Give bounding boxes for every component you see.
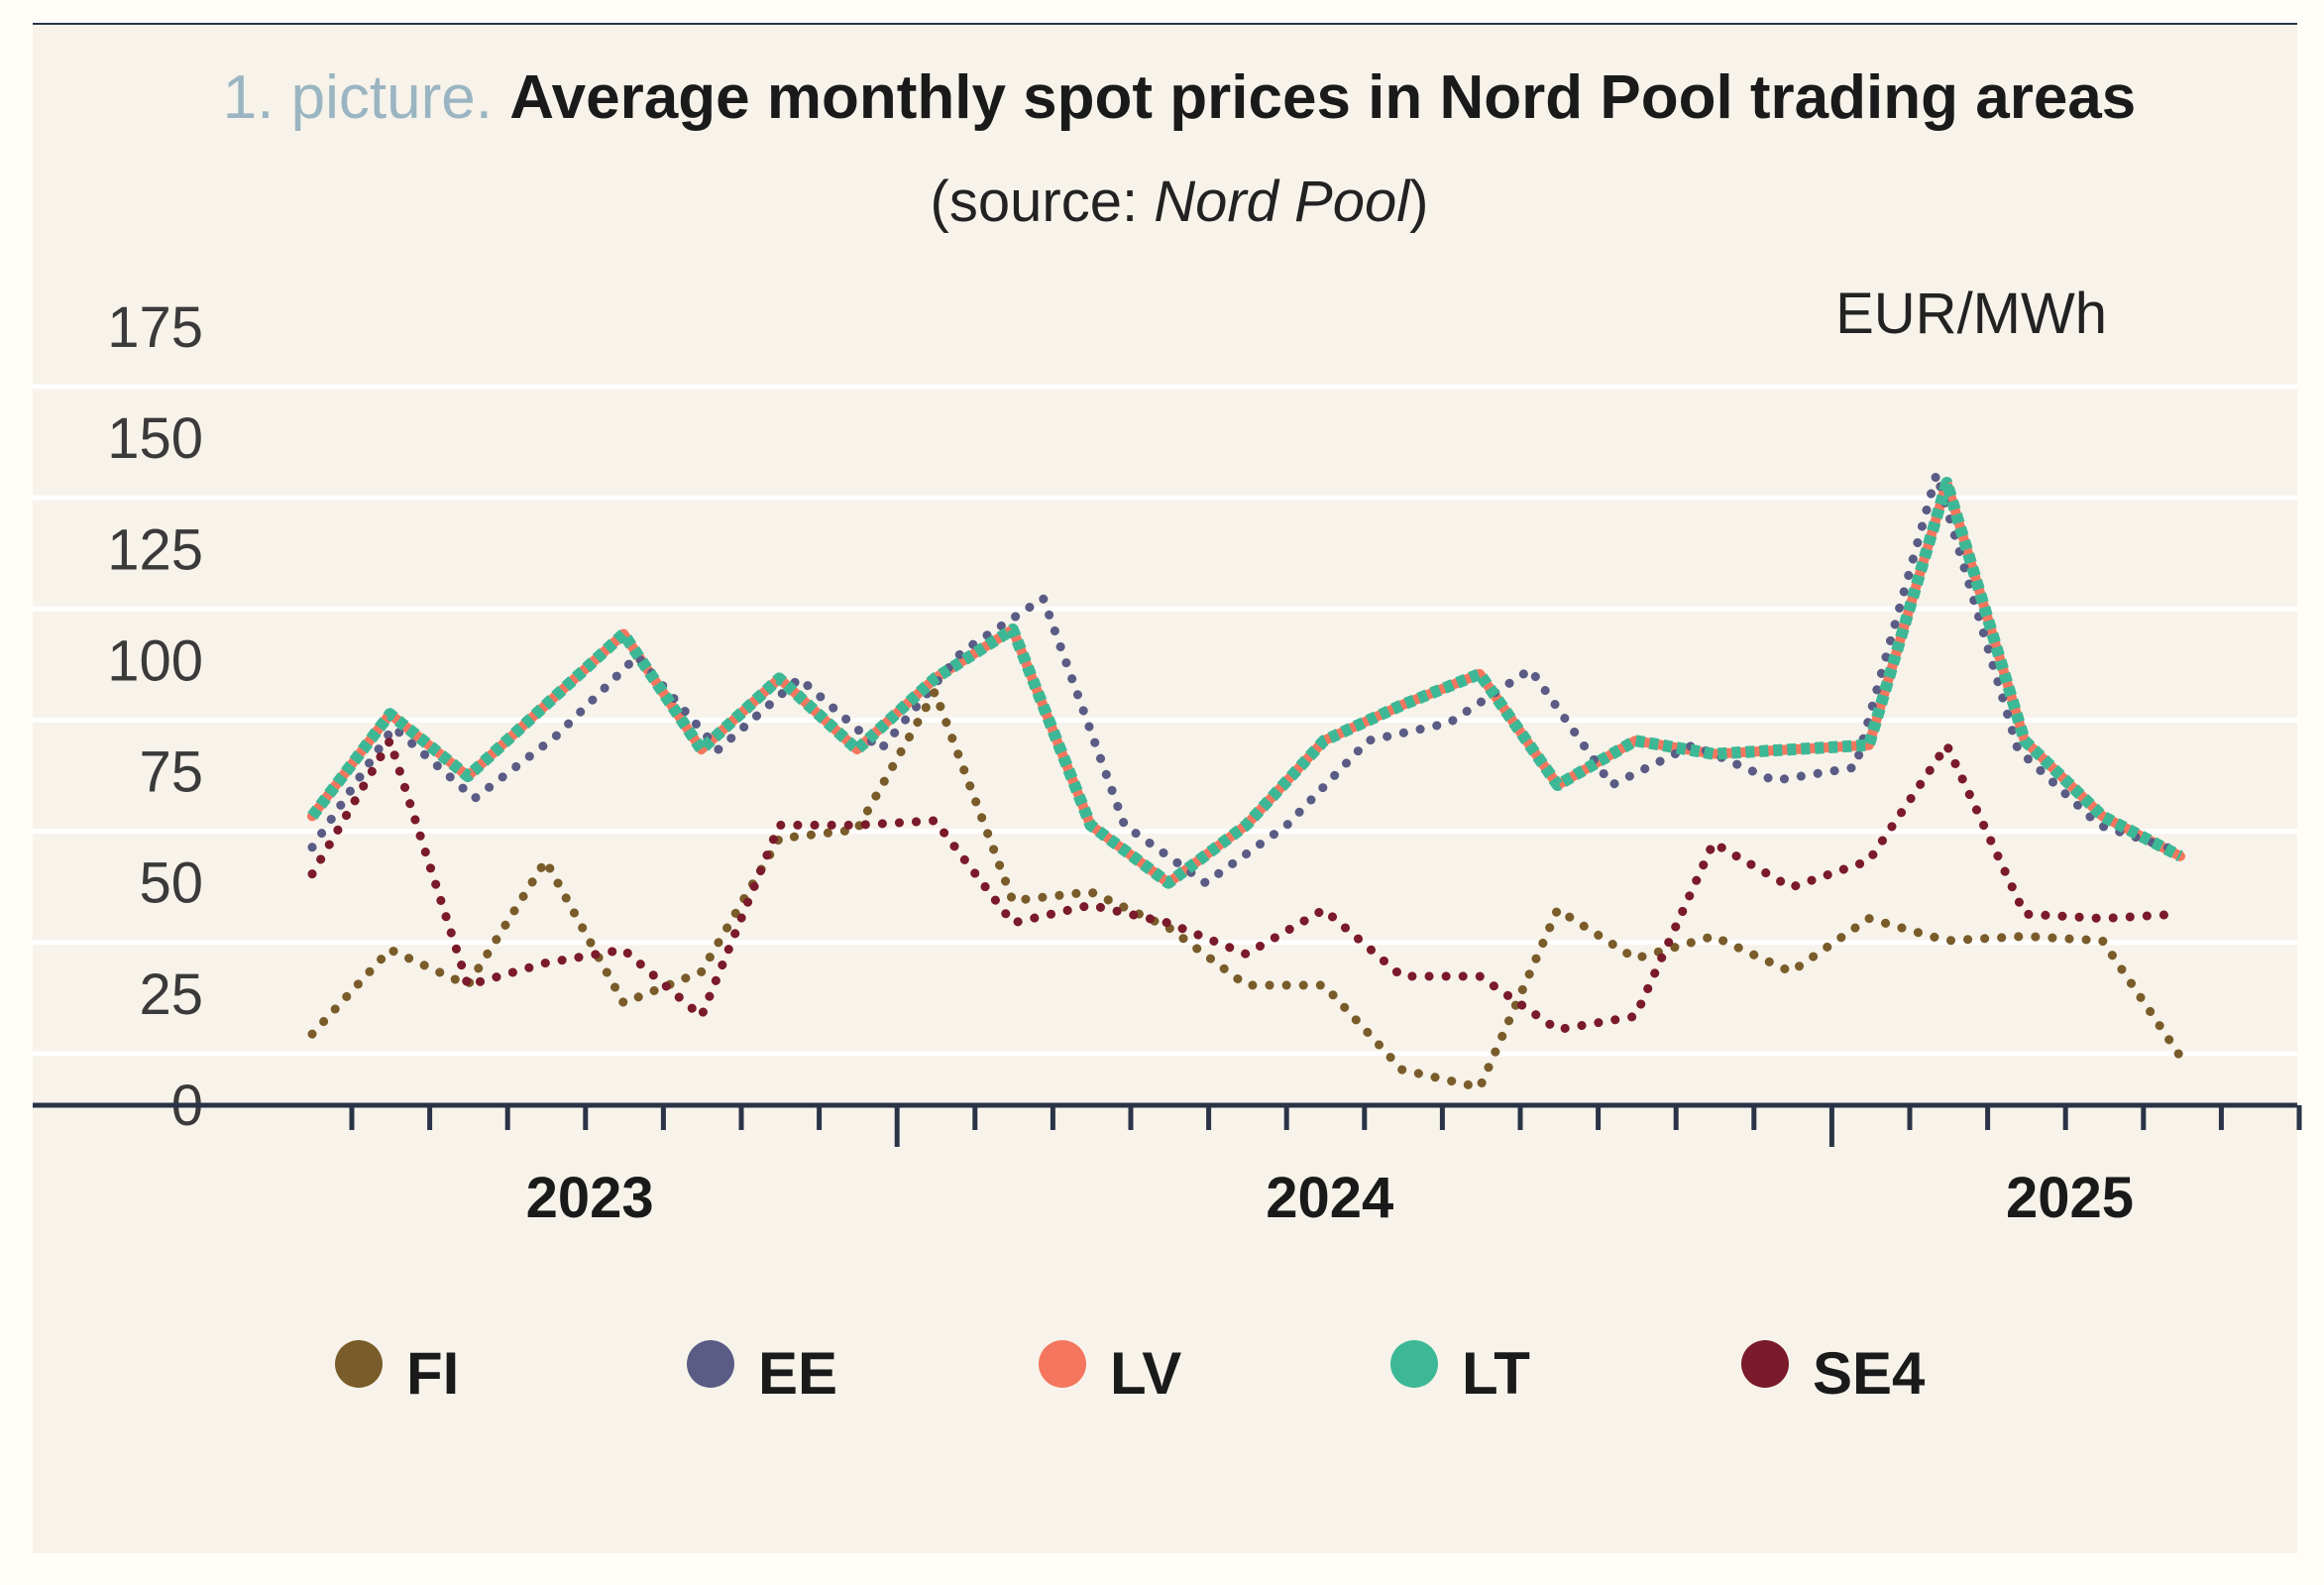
legend-item-fi: FI <box>335 1340 459 1407</box>
y-tick-label-25: 25 <box>139 962 203 1027</box>
x-axis: 2023 2024 2025 <box>33 1102 2302 1230</box>
legend-item-lt: LT <box>1390 1340 1530 1407</box>
chart-title: 1. picture. Average monthly spot prices … <box>0 67 2324 129</box>
series-line-lt <box>307 477 2183 889</box>
subtitle-source: Nord Pool <box>1154 170 1410 234</box>
legend-swatch-lv <box>1039 1340 1086 1388</box>
legend-label-lv: LV <box>1110 1340 1181 1407</box>
series-line-fi <box>307 687 2185 1092</box>
series-line-se4 <box>307 736 2185 1035</box>
legend-label-ee: EE <box>758 1340 837 1407</box>
chart-title-prefix: 1. picture. <box>222 63 493 132</box>
year-label-2025: 2025 <box>2006 1166 2134 1230</box>
legend-item-ee: EE <box>687 1340 837 1407</box>
chart-subtitle: (source: Nord Pool) <box>0 173 2324 231</box>
legend-label-lt: LT <box>1462 1340 1530 1407</box>
legend-swatch-fi <box>335 1340 383 1388</box>
unit-label: EUR/MWh <box>1835 282 2107 346</box>
year-label-2024: 2024 <box>1266 1166 1393 1230</box>
legend-item-se4: SE4 <box>1741 1340 1926 1407</box>
legend-swatch-ee <box>687 1340 734 1388</box>
y-tick-label-125: 125 <box>107 517 203 582</box>
legend-label-fi: FI <box>406 1340 459 1407</box>
subtitle-open: (source: <box>930 170 1155 234</box>
legend-swatch-lt <box>1390 1340 1438 1388</box>
chart-title-main: Average monthly spot prices in Nord Pool… <box>509 63 2137 132</box>
y-tick-label-75: 75 <box>139 740 203 805</box>
subtitle-close: ) <box>1409 170 1429 234</box>
legend: FI EE LV LT SE4 <box>335 1340 1926 1407</box>
legend-label-se4: SE4 <box>1813 1340 1926 1407</box>
legend-swatch-se4 <box>1741 1340 1789 1388</box>
grid-layer <box>33 384 2297 1057</box>
series-layer <box>307 469 2185 1092</box>
y-tick-label-50: 50 <box>139 851 203 916</box>
series-line-ee <box>307 469 2185 888</box>
y-tick-label-100: 100 <box>107 628 203 693</box>
y-tick-label-175: 175 <box>107 295 203 360</box>
y-tick-label-150: 150 <box>107 406 203 471</box>
legend-item-lv: LV <box>1039 1340 1181 1407</box>
year-label-2023: 2023 <box>526 1166 654 1230</box>
